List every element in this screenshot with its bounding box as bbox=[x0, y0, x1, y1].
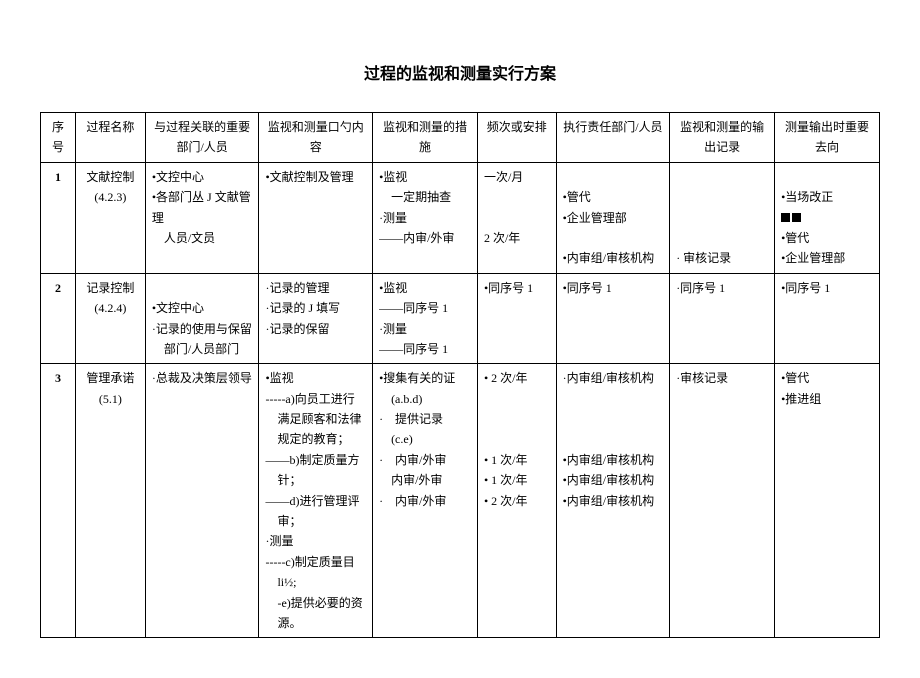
cell-output: · 审核记录 bbox=[670, 162, 775, 273]
th-measure: 监视和测量的措施 bbox=[373, 113, 478, 163]
th-name: 过程名称 bbox=[75, 113, 145, 163]
cell-dept: •文控中心 ·记录的使用与保留 部门/人员部门 bbox=[145, 273, 259, 364]
cell-output: ·同序号 1 bbox=[670, 273, 775, 364]
cell-resp: ·内审组/审核机构 •内审组/审核机构 •内审组/审核机构 •内审组/审核机构 bbox=[556, 364, 670, 638]
cell-measure: •监视 一定期抽查 ·测量 ——内审/外审 bbox=[373, 162, 478, 273]
cell-content: ·记录的管理 ·记录的 J 填写 ·记录的保留 bbox=[259, 273, 373, 364]
header-row: 序号 过程名称 与过程关联的重要部门/人员 监视和测量口勺内容 监视和测量的措施… bbox=[41, 113, 880, 163]
th-content: 监视和测量口勺内容 bbox=[259, 113, 373, 163]
cell-resp: •同序号 1 bbox=[556, 273, 670, 364]
cell-name: 管理承诺(5.1) bbox=[75, 364, 145, 638]
cell-measure: •搜集有关的证 (a.b.d) · 提供记录 (c.e) · 内审/外审 内审/… bbox=[373, 364, 478, 638]
cell-seq: 3 bbox=[41, 364, 76, 638]
cell-resp: •管代 •企业管理部 •内审组/审核机构 bbox=[556, 162, 670, 273]
cell-seq: 1 bbox=[41, 162, 76, 273]
cell-freq: •同序号 1 bbox=[477, 273, 556, 364]
cell-name: 文献控制 (4.2.3) bbox=[75, 162, 145, 273]
page-title: 过程的监视和测量实行方案 bbox=[40, 60, 880, 84]
cell-freq: 一次/月 2 次/年 bbox=[477, 162, 556, 273]
cell-freq: • 2 次/年 • 1 次/年 • 1 次/年 • 2 次/年 bbox=[477, 364, 556, 638]
cell-content: •文献控制及管理 bbox=[259, 162, 373, 273]
cell-dept: ·总裁及决策层领导 bbox=[145, 364, 259, 638]
th-resp: 执行责任部门/人员 bbox=[556, 113, 670, 163]
cell-to: •当场改正•管代•企业管理部 bbox=[775, 162, 880, 273]
th-to: 测量输出时重要去向 bbox=[775, 113, 880, 163]
cell-measure: •监视 ——同序号 1 ·测量 ——同序号 1 bbox=[373, 273, 478, 364]
main-table: 序号 过程名称 与过程关联的重要部门/人员 监视和测量口勺内容 监视和测量的措施… bbox=[40, 112, 880, 638]
table-row: 3 管理承诺(5.1) ·总裁及决策层领导 •监视 -----a)向员工进行 满… bbox=[41, 364, 880, 638]
cell-dept: •文控中心 •各部门丛 J 文献管理 人员/文员 bbox=[145, 162, 259, 273]
cell-to: •管代 •推进组 bbox=[775, 364, 880, 638]
table-body: 1 文献控制 (4.2.3) •文控中心 •各部门丛 J 文献管理 人员/文员 … bbox=[41, 162, 880, 638]
th-dept: 与过程关联的重要部门/人员 bbox=[145, 113, 259, 163]
cell-output: ·审核记录 bbox=[670, 364, 775, 638]
th-seq: 序号 bbox=[41, 113, 76, 163]
table-row: 1 文献控制 (4.2.3) •文控中心 •各部门丛 J 文献管理 人员/文员 … bbox=[41, 162, 880, 273]
cell-to: •同序号 1 bbox=[775, 273, 880, 364]
cell-seq: 2 bbox=[41, 273, 76, 364]
table-row: 2 记录控制 (4.2.4) •文控中心 ·记录的使用与保留 部门/人员部门 ·… bbox=[41, 273, 880, 364]
th-freq: 频次或安排 bbox=[477, 113, 556, 163]
cell-content: •监视 -----a)向员工进行 满足顾客和法律 规定的教育； ——b)制定质量… bbox=[259, 364, 373, 638]
cell-name: 记录控制 (4.2.4) bbox=[75, 273, 145, 364]
th-output: 监视和测量的输出记录 bbox=[670, 113, 775, 163]
